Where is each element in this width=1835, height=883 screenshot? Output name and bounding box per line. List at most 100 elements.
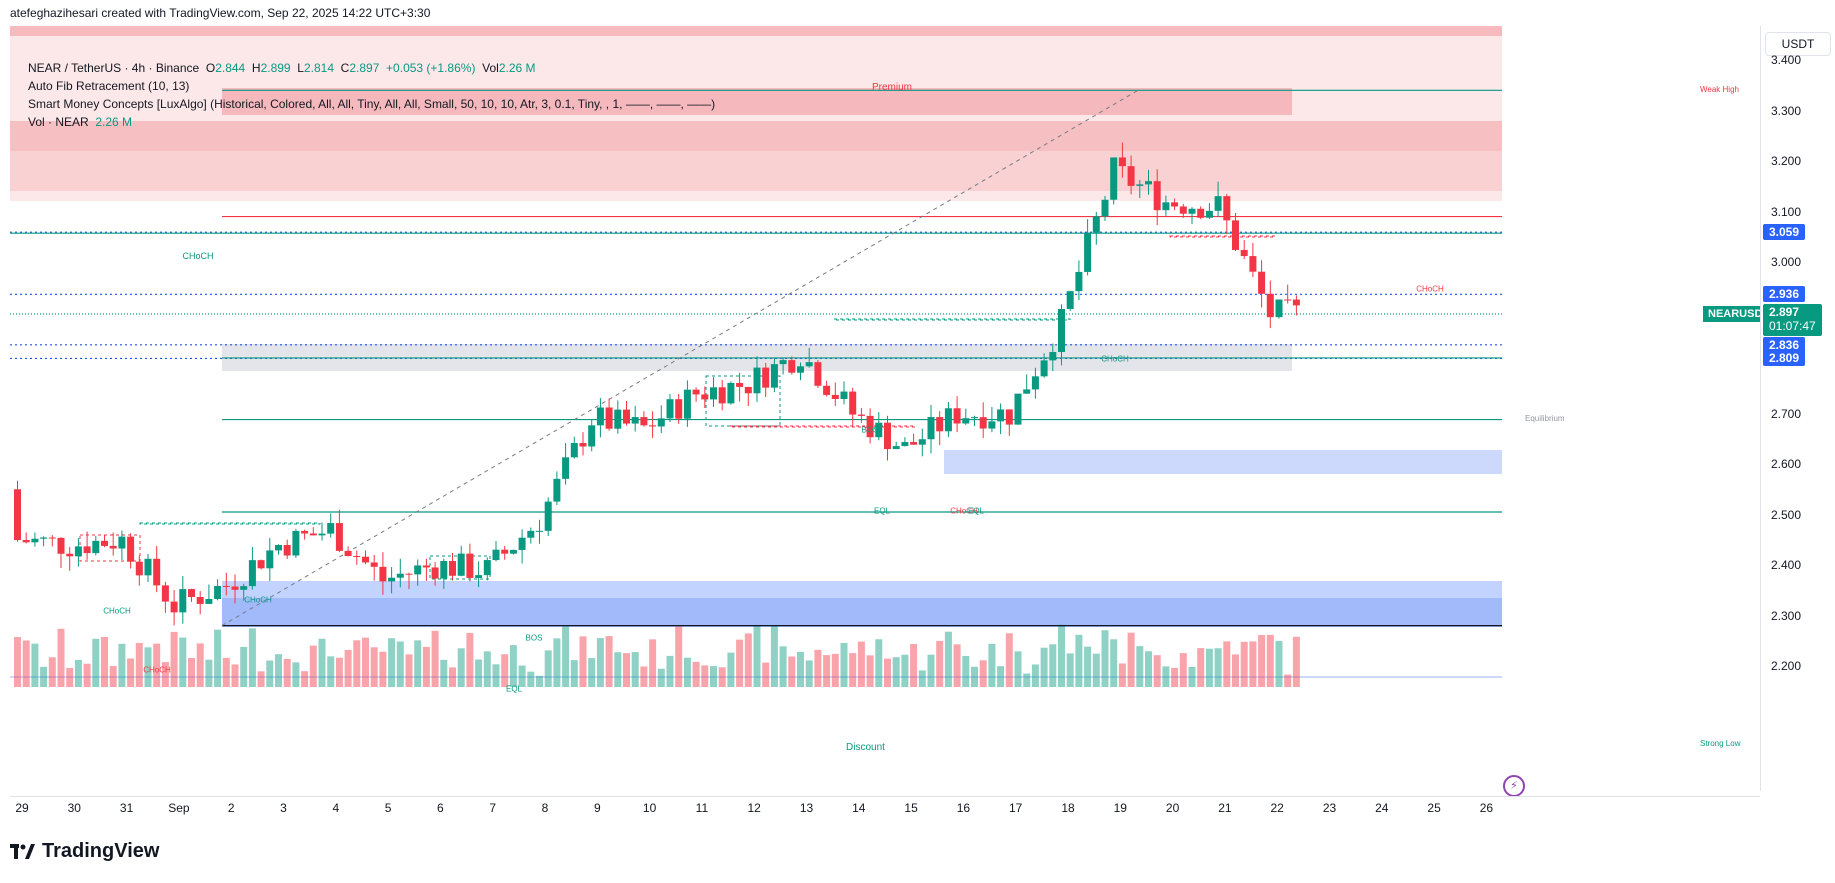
candle[interactable] bbox=[353, 550, 361, 565]
candle[interactable] bbox=[161, 581, 169, 613]
candle[interactable] bbox=[623, 401, 630, 426]
candle[interactable] bbox=[666, 393, 674, 423]
candle[interactable] bbox=[396, 558, 404, 588]
candle[interactable] bbox=[1084, 219, 1092, 276]
indicator-smc[interactable]: Smart Money Concepts [LuxAlgo] (Historic… bbox=[28, 97, 716, 111]
price-level-tag[interactable]: 2.936 bbox=[1763, 286, 1806, 303]
candle[interactable] bbox=[649, 411, 657, 438]
candle[interactable] bbox=[14, 480, 21, 542]
candle[interactable] bbox=[570, 436, 578, 459]
candle[interactable] bbox=[979, 402, 987, 438]
legend-symbol[interactable]: NEAR / TetherUS · 4h · Binance bbox=[28, 61, 200, 75]
candle[interactable] bbox=[831, 382, 839, 406]
time-axis[interactable]: 29 30 31 Sep 2 3 4 5 6 7 8 9 10 11 12 13 14 15 16 17 18 19 20 2… bbox=[10, 796, 1760, 817]
candle[interactable] bbox=[892, 441, 900, 450]
candle[interactable] bbox=[1284, 284, 1292, 304]
candle[interactable] bbox=[240, 583, 248, 601]
candle[interactable] bbox=[884, 415, 891, 461]
price-level-tag[interactable]: 2.836 bbox=[1763, 336, 1806, 353]
candle[interactable] bbox=[1240, 240, 1248, 260]
candle[interactable] bbox=[988, 406, 996, 433]
candle[interactable] bbox=[405, 572, 413, 590]
candle[interactable] bbox=[971, 415, 978, 427]
candle[interactable] bbox=[544, 497, 552, 537]
candle[interactable] bbox=[1023, 374, 1031, 394]
candle[interactable] bbox=[101, 535, 108, 548]
candle[interactable] bbox=[997, 403, 1005, 435]
candle[interactable] bbox=[283, 539, 291, 559]
candle[interactable] bbox=[422, 558, 430, 581]
candle[interactable] bbox=[770, 358, 778, 393]
candle[interactable] bbox=[536, 519, 543, 544]
candle[interactable] bbox=[1092, 211, 1100, 245]
candle[interactable] bbox=[301, 529, 309, 540]
candle[interactable] bbox=[144, 553, 152, 582]
candle[interactable] bbox=[562, 442, 570, 485]
candle[interactable] bbox=[1110, 157, 1118, 205]
candle[interactable] bbox=[657, 405, 665, 434]
fib-trend-line[interactable] bbox=[221, 89, 1139, 627]
candle[interactable] bbox=[1188, 207, 1196, 225]
candle[interactable] bbox=[927, 404, 935, 454]
candle[interactable] bbox=[475, 561, 483, 588]
candle[interactable] bbox=[170, 589, 178, 626]
candle[interactable] bbox=[483, 557, 491, 581]
candle[interactable] bbox=[814, 359, 822, 389]
candle[interactable] bbox=[309, 527, 317, 536]
candle[interactable] bbox=[509, 549, 517, 555]
currency-selector[interactable]: USDT bbox=[1765, 32, 1831, 56]
candle[interactable] bbox=[414, 559, 422, 586]
candle[interactable] bbox=[1266, 280, 1274, 329]
candle[interactable] bbox=[179, 576, 187, 624]
candle[interactable] bbox=[188, 588, 195, 602]
candle[interactable] bbox=[1275, 299, 1283, 319]
candle[interactable] bbox=[31, 532, 39, 547]
candle[interactable] bbox=[344, 546, 352, 557]
candle[interactable] bbox=[944, 401, 952, 438]
candle[interactable] bbox=[222, 572, 230, 596]
candle[interactable] bbox=[127, 533, 135, 569]
candle[interactable] bbox=[214, 579, 222, 601]
candle[interactable] bbox=[231, 574, 239, 604]
candle[interactable] bbox=[379, 552, 387, 595]
candle[interactable] bbox=[1179, 203, 1187, 218]
candle[interactable] bbox=[1258, 260, 1266, 308]
candle[interactable] bbox=[109, 532, 117, 556]
candle[interactable] bbox=[275, 544, 282, 555]
candle[interactable] bbox=[1249, 242, 1257, 278]
candle[interactable] bbox=[1101, 195, 1109, 222]
candle[interactable] bbox=[266, 537, 274, 582]
candle[interactable] bbox=[1197, 206, 1205, 220]
candle[interactable] bbox=[248, 546, 256, 590]
candle[interactable] bbox=[1153, 169, 1161, 226]
lightning-icon[interactable]: ⚡ bbox=[1503, 775, 1525, 797]
candle[interactable] bbox=[596, 398, 604, 438]
candle[interactable] bbox=[135, 555, 143, 586]
candle[interactable] bbox=[1005, 409, 1013, 436]
candle[interactable] bbox=[936, 411, 944, 446]
candle[interactable] bbox=[74, 538, 82, 567]
candle[interactable] bbox=[901, 437, 909, 447]
candle[interactable] bbox=[588, 419, 596, 452]
candle[interactable] bbox=[701, 386, 709, 409]
candle[interactable] bbox=[1118, 142, 1126, 178]
candle[interactable] bbox=[805, 347, 813, 368]
candle[interactable] bbox=[953, 396, 961, 433]
candle[interactable] bbox=[457, 545, 465, 577]
candle[interactable] bbox=[797, 362, 804, 381]
candle[interactable] bbox=[1145, 169, 1152, 195]
candle[interactable] bbox=[1049, 343, 1057, 372]
candle[interactable] bbox=[292, 528, 300, 558]
candle[interactable] bbox=[744, 386, 752, 407]
candle[interactable] bbox=[631, 405, 639, 432]
candle[interactable] bbox=[1136, 179, 1144, 199]
candle[interactable] bbox=[66, 547, 74, 571]
candle[interactable] bbox=[614, 400, 622, 434]
candle[interactable] bbox=[875, 412, 883, 441]
candle[interactable] bbox=[788, 356, 796, 375]
price-level-tag[interactable]: 2.809 bbox=[1763, 350, 1806, 367]
indicator-fib[interactable]: Auto Fib Retracement (10, 13) bbox=[28, 79, 190, 93]
candle[interactable] bbox=[362, 550, 369, 565]
candle[interactable] bbox=[118, 530, 126, 561]
candle[interactable] bbox=[449, 553, 456, 581]
